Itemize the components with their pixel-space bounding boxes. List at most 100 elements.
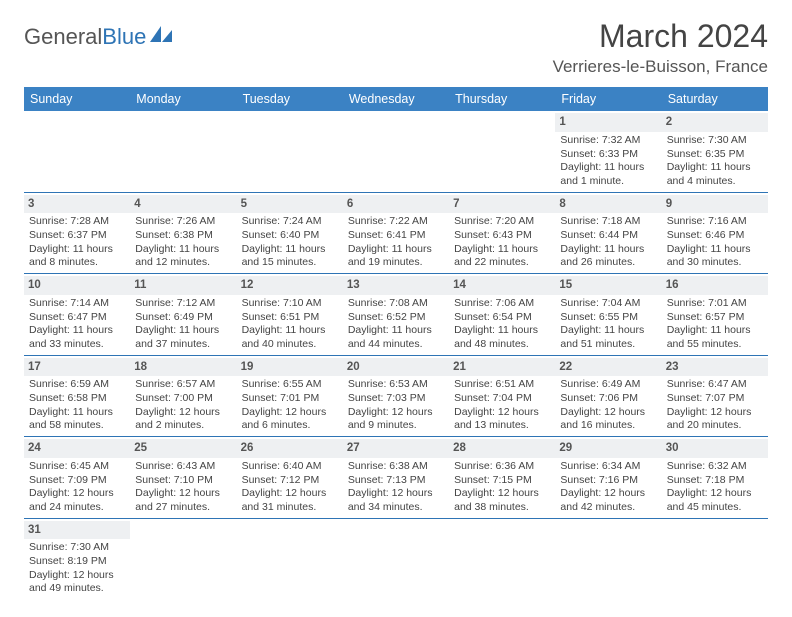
day-detail: Sunrise: 7:18 AM — [560, 215, 656, 229]
day-detail: and 48 minutes. — [454, 338, 550, 352]
day-detail: Daylight: 11 hours — [29, 406, 125, 420]
day-detail: Sunrise: 7:30 AM — [29, 541, 125, 555]
day-detail: Sunset: 6:46 PM — [667, 229, 763, 243]
day-detail: Sunrise: 7:28 AM — [29, 215, 125, 229]
day-detail: Sunrise: 6:55 AM — [242, 378, 338, 392]
day-number: 2 — [662, 113, 768, 132]
day-detail: and 22 minutes. — [454, 256, 550, 270]
day-detail: and 12 minutes. — [135, 256, 231, 270]
day-detail: Daylight: 12 hours — [560, 406, 656, 420]
calendar-day: 7Sunrise: 7:20 AMSunset: 6:43 PMDaylight… — [449, 192, 555, 274]
calendar-day: 28Sunrise: 6:36 AMSunset: 7:15 PMDayligh… — [449, 437, 555, 519]
day-detail: Daylight: 11 hours — [560, 243, 656, 257]
calendar-week: 1Sunrise: 7:32 AMSunset: 6:33 PMDaylight… — [24, 111, 768, 192]
calendar-day: 27Sunrise: 6:38 AMSunset: 7:13 PMDayligh… — [343, 437, 449, 519]
day-number: 30 — [662, 439, 768, 458]
day-detail: and 44 minutes. — [348, 338, 444, 352]
day-detail: Sunset: 6:40 PM — [242, 229, 338, 243]
day-header: Thursday — [449, 87, 555, 111]
day-detail: Daylight: 11 hours — [454, 243, 550, 257]
day-detail: Sunrise: 6:43 AM — [135, 460, 231, 474]
day-detail: Daylight: 12 hours — [667, 406, 763, 420]
day-detail: Sunset: 7:18 PM — [667, 474, 763, 488]
calendar-day — [449, 111, 555, 192]
day-number: 27 — [343, 439, 449, 458]
calendar-day: 23Sunrise: 6:47 AMSunset: 7:07 PMDayligh… — [662, 355, 768, 437]
calendar-week: 31Sunrise: 7:30 AMSunset: 8:19 PMDayligh… — [24, 518, 768, 599]
calendar-day — [130, 518, 236, 599]
calendar-day: 25 Sunrise: 6:43 AMSunset: 7:10 PMDayligh… — [130, 437, 236, 519]
day-header: Sunday — [24, 87, 130, 111]
day-detail: Daylight: 12 hours — [242, 487, 338, 501]
day-number — [662, 521, 768, 540]
day-number — [130, 113, 236, 132]
day-number: 24 — [24, 439, 130, 458]
day-detail: Daylight: 11 hours — [667, 161, 763, 175]
day-detail: and 4 minutes. — [667, 175, 763, 189]
day-detail: and 33 minutes. — [29, 338, 125, 352]
day-number — [449, 113, 555, 132]
day-detail: Sunrise: 6:40 AM — [242, 460, 338, 474]
day-number — [130, 521, 236, 540]
day-detail: and 24 minutes. — [29, 501, 125, 515]
day-detail: Sunset: 7:13 PM — [348, 474, 444, 488]
calendar-page: GeneralBlue March 2024 Verrieres-le-Buis… — [0, 0, 792, 617]
day-detail: and 58 minutes. — [29, 419, 125, 433]
day-detail: Sunset: 7:00 PM — [135, 392, 231, 406]
day-detail: Sunrise: 7:10 AM — [242, 297, 338, 311]
day-number: 25 — [130, 439, 236, 458]
day-number: 23 — [662, 358, 768, 377]
day-detail: and 9 minutes. — [348, 419, 444, 433]
day-detail: Daylight: 11 hours — [560, 324, 656, 338]
day-detail: Sunset: 7:07 PM — [667, 392, 763, 406]
day-detail: and 2 minutes. — [135, 419, 231, 433]
calendar-day: 13Sunrise: 7:08 AMSunset: 6:52 PMDayligh… — [343, 274, 449, 356]
day-number: 6 — [343, 195, 449, 214]
day-detail: Sunrise: 7:22 AM — [348, 215, 444, 229]
day-detail: Sunrise: 6:45 AM — [29, 460, 125, 474]
day-detail: Sunrise: 7:16 AM — [667, 215, 763, 229]
day-number: 1 — [555, 113, 661, 132]
day-detail: Daylight: 12 hours — [135, 406, 231, 420]
day-number — [555, 521, 661, 540]
day-number: 31 — [24, 521, 130, 540]
day-detail: Sunrise: 6:51 AM — [454, 378, 550, 392]
calendar-day — [662, 518, 768, 599]
day-detail: Sunset: 6:49 PM — [135, 311, 231, 325]
day-detail: Daylight: 12 hours — [29, 487, 125, 501]
day-detail: Sunset: 7:10 PM — [135, 474, 231, 488]
calendar-week: 3Sunrise: 7:28 AMSunset: 6:37 PMDaylight… — [24, 192, 768, 274]
day-detail: Daylight: 12 hours — [135, 487, 231, 501]
day-detail: Daylight: 11 hours — [29, 243, 125, 257]
day-detail: and 31 minutes. — [242, 501, 338, 515]
day-header: Wednesday — [343, 87, 449, 111]
calendar-day: 24Sunrise: 6:45 AMSunset: 7:09 PMDayligh… — [24, 437, 130, 519]
day-detail: and 13 minutes. — [454, 419, 550, 433]
calendar-day: 19Sunrise: 6:55 AMSunset: 7:01 PMDayligh… — [237, 355, 343, 437]
calendar-week: 17Sunrise: 6:59 AMSunset: 6:58 PMDayligh… — [24, 355, 768, 437]
day-detail: Sunset: 6:52 PM — [348, 311, 444, 325]
day-detail: Daylight: 11 hours — [454, 324, 550, 338]
day-detail: Sunrise: 7:24 AM — [242, 215, 338, 229]
day-number: 5 — [237, 195, 343, 214]
calendar-day: 4Sunrise: 7:26 AMSunset: 6:38 PMDaylight… — [130, 192, 236, 274]
day-detail: and 38 minutes. — [454, 501, 550, 515]
day-detail: Sunset: 6:54 PM — [454, 311, 550, 325]
day-detail: Sunset: 7:16 PM — [560, 474, 656, 488]
day-number: 26 — [237, 439, 343, 458]
day-number: 7 — [449, 195, 555, 214]
day-detail: Sunrise: 7:06 AM — [454, 297, 550, 311]
day-number: 20 — [343, 358, 449, 377]
day-header: Saturday — [662, 87, 768, 111]
day-detail: Sunset: 6:58 PM — [29, 392, 125, 406]
day-number: 9 — [662, 195, 768, 214]
location: Verrieres-le-Buisson, France — [553, 57, 768, 77]
day-detail: Daylight: 11 hours — [242, 243, 338, 257]
day-detail: Sunrise: 7:01 AM — [667, 297, 763, 311]
calendar-body: 1Sunrise: 7:32 AMSunset: 6:33 PMDaylight… — [24, 111, 768, 599]
day-detail: and 34 minutes. — [348, 501, 444, 515]
day-number — [237, 521, 343, 540]
day-detail: Daylight: 12 hours — [348, 406, 444, 420]
day-header: Tuesday — [237, 87, 343, 111]
day-number: 11 — [130, 276, 236, 295]
